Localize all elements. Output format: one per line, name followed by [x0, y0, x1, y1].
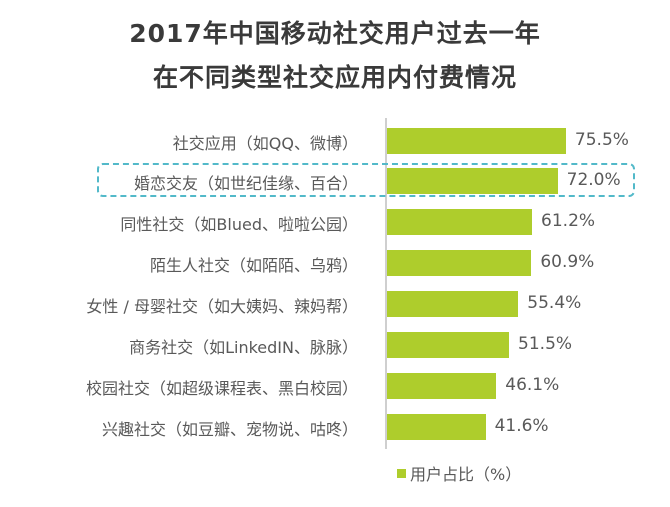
y-axis-line — [385, 118, 387, 449]
bar-row: 陌生人社交（如陌陌、乌鸦） 60.9% — [0, 250, 670, 276]
value-label: 61.2% — [541, 211, 596, 231]
highlight-box — [97, 163, 635, 197]
chart-title-line2: 在不同类型社交应用内付费情况 — [152, 63, 517, 92]
value-label: 51.5% — [518, 334, 573, 354]
bar — [387, 332, 510, 358]
bar-row: 兴趣社交（如豆瓣、宠物说、咕咚） 41.6% — [0, 414, 670, 440]
bar — [387, 209, 533, 235]
bar-row: 商务社交（如LinkedIN、脉脉） 51.5% — [0, 332, 670, 358]
category-label: 兴趣社交（如豆瓣、宠物说、咕咚） — [101, 420, 358, 439]
category-label: 女性 / 母婴社交（如大姨妈、辣妈帮） — [86, 297, 358, 316]
value-label: 75.5% — [574, 130, 629, 150]
legend-label: 用户占比（%） — [410, 465, 522, 484]
value-label: 72.0% — [566, 170, 621, 190]
bar-row: 校园社交（如超级课程表、黑白校园） 46.1% — [0, 373, 670, 399]
category-label: 校园社交（如超级课程表、黑白校园） — [85, 379, 358, 398]
value-label: 41.6% — [494, 416, 549, 436]
bar — [387, 414, 486, 440]
category-label: 同性社交（如Blued、啦啦公园） — [120, 215, 358, 234]
legend-swatch-icon — [397, 468, 406, 478]
bar — [387, 168, 558, 194]
bar-row: 婚恋交友（如世纪佳缘、百合） 72.0% — [0, 168, 670, 194]
bar — [387, 373, 497, 399]
value-label: 46.1% — [505, 375, 560, 395]
value-label: 60.9% — [540, 252, 595, 272]
category-label: 婚恋交友（如世纪佳缘、百合） — [133, 174, 358, 193]
bar-row: 社交应用（如QQ、微博） 75.5% — [0, 128, 670, 154]
category-label: 商务社交（如LinkedIN、脉脉） — [129, 338, 358, 357]
category-label: 社交应用（如QQ、微博） — [172, 134, 358, 153]
bar — [387, 128, 566, 154]
value-label: 55.4% — [527, 293, 582, 313]
bar — [387, 250, 532, 276]
legend: 用户占比（%） — [397, 461, 521, 485]
chart-title-line1: 2017年中国移动社交用户过去一年 — [129, 19, 541, 48]
category-label: 陌生人社交（如陌陌、乌鸦） — [149, 256, 358, 275]
bar — [387, 291, 519, 317]
bar-row: 同性社交（如Blued、啦啦公园） 61.2% — [0, 209, 670, 235]
bar-row: 女性 / 母婴社交（如大姨妈、辣妈帮） 55.4% — [0, 291, 670, 317]
